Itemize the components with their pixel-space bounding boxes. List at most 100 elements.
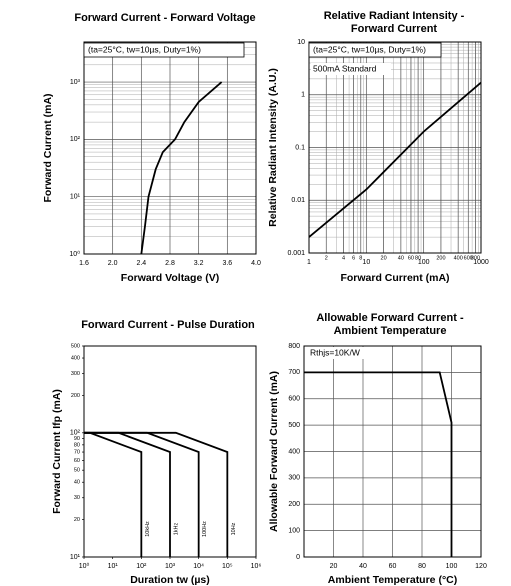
y-tick-label: 1: [301, 92, 305, 99]
x-axis-label: Forward Voltage (V): [121, 272, 219, 284]
y-tick-label: 200: [71, 393, 80, 399]
y-tick-label: 500: [288, 422, 300, 429]
y-tick-label: 10: [297, 39, 305, 46]
x-tick-label: 2.0: [108, 260, 118, 267]
annotation: (ta=25°C, tw=10µs, Duty=1%): [313, 44, 426, 54]
y-tick-label: 600: [288, 396, 300, 403]
x-axis-label: Ambient Temperature (°C): [328, 574, 457, 586]
x-tick-label: 10¹: [108, 563, 119, 570]
x-tick-label: 20: [381, 255, 387, 261]
x-tick-label: 10⁰: [79, 562, 90, 570]
x-axis-label: Forward Current (mA): [340, 272, 449, 284]
y-tick-label: 300: [71, 371, 80, 377]
y-tick-label: 0.001: [287, 250, 305, 257]
y-tick-label: 10²: [70, 136, 81, 143]
plot-frame: [303, 345, 482, 558]
y-tick-label: 10¹: [70, 554, 81, 561]
annotation: (ta=25°C, tw=10µs, Duty=1%): [88, 44, 201, 54]
series-label: 10Hz: [231, 522, 237, 535]
x-tick-label: 600: [464, 255, 473, 261]
x-tick-label: 4: [342, 255, 345, 261]
y-tick-label: 500: [71, 343, 80, 349]
data-line: [304, 371, 453, 557]
y-tick-label: 60: [74, 458, 80, 464]
y-axis-label: Forward Current Ifp (mA): [51, 389, 63, 514]
x-tick-label: 2.8: [165, 260, 175, 267]
x-tick-label: 80: [415, 255, 421, 261]
chart-title: Ambient Temperature: [334, 325, 447, 337]
x-tick-label: 6: [352, 255, 355, 261]
y-tick-label: 50: [74, 468, 80, 474]
series-label: 100Hz: [202, 521, 208, 537]
y-tick-label: 100: [288, 527, 300, 534]
y-tick-label: 0.01: [291, 197, 305, 204]
x-tick-label: 10²: [136, 563, 147, 570]
y-tick-label: 10²: [70, 430, 81, 437]
x-tick-label: 80: [418, 563, 426, 570]
y-tick-label: 300: [288, 475, 300, 482]
x-tick-label: 8: [359, 255, 362, 261]
series-line: [84, 431, 171, 557]
x-tick-label: 100: [418, 259, 430, 266]
x-tick-label: 400: [454, 255, 463, 261]
x-tick-label: 60: [408, 255, 414, 261]
y-tick-label: 40: [74, 480, 80, 486]
y-axis-label: Forward Current (mA): [42, 93, 54, 202]
series-label: 1kHz: [173, 522, 179, 535]
x-tick-label: 3.6: [222, 260, 232, 267]
y-tick-label: 800: [288, 343, 300, 350]
chart-title: Forward Current: [351, 23, 438, 35]
x-tick-label: 10⁶: [251, 563, 262, 570]
plot-frame: [83, 41, 257, 255]
x-axis-label: Duration tw (µs): [130, 574, 210, 586]
y-tick-label: 10³: [70, 79, 81, 86]
x-tick-label: 200: [436, 255, 445, 261]
x-tick-label: 60: [389, 563, 397, 570]
y-axis-label: Relative Radiant Intensity (A.U.): [267, 68, 279, 227]
y-tick-label: 700: [288, 369, 300, 376]
x-tick-label: 3.2: [194, 260, 204, 267]
annotation-box: [83, 42, 245, 58]
y-tick-label: 70: [74, 449, 80, 455]
annotation-box: [308, 42, 442, 58]
y-tick-label: 80: [74, 442, 80, 448]
x-tick-label: 40: [359, 563, 367, 570]
x-tick-label: 1000: [473, 259, 489, 266]
chart-title: Allowable Forward Current -: [316, 312, 464, 324]
y-axis-label: Allowable Forward Current (mA): [268, 371, 280, 532]
y-tick-label: 400: [288, 448, 300, 455]
x-tick-label: 1: [307, 259, 311, 266]
y-tick-label: 20: [74, 517, 80, 523]
x-tick-label: 1.6: [79, 260, 89, 267]
x-tick-label: 10: [362, 259, 370, 266]
x-tick-label: 20: [330, 563, 338, 570]
annotation: Rthjs=10K/W: [310, 347, 360, 357]
y-tick-label: 90: [74, 436, 80, 442]
annotation-bg: [311, 63, 391, 75]
x-tick-label: 100: [446, 563, 458, 570]
y-tick-label: 10¹: [70, 194, 81, 201]
y-tick-label: 0.1: [295, 144, 305, 151]
y-tick-label: 200: [288, 501, 300, 508]
chart-title: Forward Current - Forward Voltage: [74, 12, 255, 24]
y-tick-label: 30: [74, 495, 80, 501]
series-line: [84, 431, 229, 557]
x-tick-label: 10⁴: [193, 563, 204, 570]
x-tick-label: 800: [471, 255, 480, 261]
series-line: [84, 431, 143, 557]
y-tick-label: 400: [71, 355, 80, 361]
x-tick-label: 10³: [165, 563, 176, 570]
x-tick-label: 10⁵: [222, 563, 233, 570]
x-tick-label: 4.0: [251, 260, 261, 267]
data-line: [140, 81, 223, 255]
y-tick-label: 0: [296, 554, 300, 561]
x-tick-label: 120: [475, 563, 487, 570]
plot-frame: [308, 41, 482, 254]
chart-title: Forward Current - Pulse Duration: [81, 319, 255, 331]
x-tick-label: 40: [398, 255, 404, 261]
series-label: 10kHz: [145, 521, 151, 537]
annotation-bg: [308, 347, 388, 359]
y-tick-label: 10⁰: [69, 250, 80, 258]
chart-title: Relative Radiant Intensity -: [324, 10, 465, 22]
